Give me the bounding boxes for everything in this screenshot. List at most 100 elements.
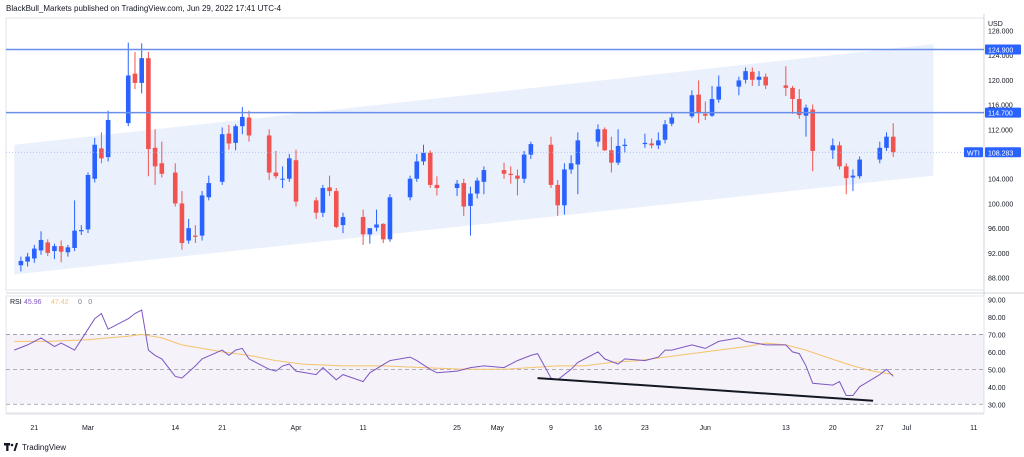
candle <box>58 240 64 263</box>
candle-body <box>763 76 769 86</box>
candle-body <box>521 154 527 179</box>
candle-body <box>287 158 292 179</box>
candle-body <box>159 163 165 174</box>
price-tick-label: 112.000 <box>988 127 1013 134</box>
candle <box>159 141 165 178</box>
candle-body <box>92 144 98 179</box>
candle <box>32 244 37 263</box>
candle-body <box>884 136 889 148</box>
candle-body <box>52 246 57 252</box>
candle-body <box>615 145 621 163</box>
candle-body <box>622 144 628 146</box>
candle <box>602 127 607 151</box>
candle-body <box>246 117 252 136</box>
candle-body <box>703 113 708 116</box>
time-tick-label: Apr <box>291 425 303 432</box>
candle-body <box>454 183 460 188</box>
candle-body <box>219 134 225 182</box>
level-price-tag-label: 114.700 <box>988 111 1013 118</box>
candle-body <box>877 147 883 160</box>
candle <box>320 184 326 218</box>
candle-body <box>562 169 567 206</box>
candle <box>45 239 51 256</box>
candle-body <box>568 163 574 170</box>
candle <box>132 52 138 90</box>
time-axis[interactable]: 21 Mar 14 21 Apr 11 25 May 9 16 23 Jun 13 20 27 Jul 11 <box>6 413 984 432</box>
candle-body <box>360 217 366 235</box>
candle-body <box>501 170 507 174</box>
candle <box>837 141 842 170</box>
candle-body <box>374 224 379 228</box>
candle <box>850 169 856 192</box>
price-tick-label: 120.000 <box>988 78 1013 85</box>
rsi-legend-value: 0 <box>88 299 92 306</box>
candle-body <box>320 188 326 213</box>
candle-body <box>716 86 722 100</box>
time-tick-label: 25 <box>453 425 461 432</box>
rsi-tick-label: 40.00 <box>988 385 1006 392</box>
candle-body <box>380 223 386 240</box>
candle <box>78 225 84 235</box>
candle <box>803 104 809 137</box>
rsi-legend-value: 47.42 <box>51 299 69 306</box>
candle-body <box>333 191 339 227</box>
candle <box>327 175 332 197</box>
price-tick-label: 100.000 <box>988 201 1013 208</box>
candle <box>146 52 151 177</box>
candle <box>266 129 272 180</box>
candle <box>890 123 896 158</box>
candle <box>293 149 299 207</box>
time-tick-label: 23 <box>641 425 649 432</box>
rsi-pane[interactable]: RSI 45.96 47.42 0 0 <box>5 295 985 414</box>
candle-body <box>340 217 346 226</box>
footer-brand: TradingView <box>22 442 67 452</box>
price-axis[interactable]: 128.000124.000120.000116.000112.000108.0… <box>985 21 1021 409</box>
candle-body <box>186 228 191 241</box>
candle-body <box>890 136 896 153</box>
candle-body <box>72 230 77 248</box>
rsi-ma-line <box>14 333 894 376</box>
candle-body <box>327 187 332 192</box>
candle-body <box>65 247 71 253</box>
time-tick-label: 21 <box>30 425 38 432</box>
candle <box>414 154 420 182</box>
candle-body <box>468 193 473 206</box>
candle <box>454 179 460 197</box>
candle <box>360 209 366 245</box>
candle-body <box>85 175 91 230</box>
candle <box>233 124 238 151</box>
time-tick-label: 21 <box>218 425 226 432</box>
price-pane[interactable]: WTI <box>5 14 1024 413</box>
candle <box>662 120 668 144</box>
candle <box>172 163 178 207</box>
candle-body <box>790 87 795 99</box>
candle <box>790 86 795 114</box>
candle-body <box>105 120 111 158</box>
candle <box>38 231 44 255</box>
price-plot-area <box>14 42 934 275</box>
candle-body <box>313 200 319 213</box>
candle-body <box>293 160 299 202</box>
candle <box>105 110 111 162</box>
candle-body <box>642 142 648 145</box>
candle <box>810 104 815 172</box>
candle-body <box>421 152 426 162</box>
candle-body <box>709 98 715 116</box>
candle <box>226 124 232 150</box>
level-price-tag <box>985 44 1021 55</box>
candle-body <box>474 180 480 194</box>
candle-body <box>58 246 64 252</box>
candle <box>521 150 527 184</box>
price-channel <box>14 43 934 275</box>
time-tick-label: 9 <box>549 425 553 432</box>
candle <box>843 163 849 195</box>
candle-body <box>461 183 467 207</box>
candle <box>796 89 802 119</box>
candle <box>736 76 742 96</box>
candle-body <box>649 143 654 146</box>
current-price-tag <box>985 147 1021 158</box>
candle <box>716 75 722 103</box>
candle <box>280 166 285 188</box>
candle-body <box>280 178 285 180</box>
